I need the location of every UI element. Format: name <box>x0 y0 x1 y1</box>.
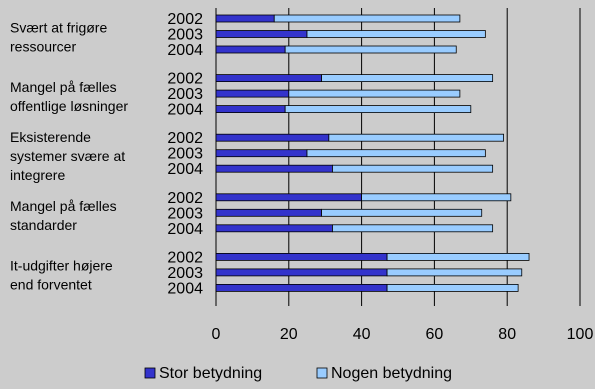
year-label: 2003 <box>167 265 203 282</box>
bar-stor-betydning <box>215 105 286 113</box>
bar-nogen-betydning <box>306 149 486 158</box>
bar-stor-betydning <box>215 193 363 202</box>
year-label: 2002 <box>167 130 203 147</box>
group-label: Svært at frigøre ressourcer <box>10 19 107 54</box>
bar-stor-betydning <box>215 149 308 158</box>
legend-swatch <box>316 367 328 379</box>
bar-stor-betydning <box>215 208 322 217</box>
bar-nogen-betydning <box>321 74 494 82</box>
year-label: 2002 <box>167 11 203 28</box>
legend: Stor betydning Nogen betydning <box>144 365 452 382</box>
bar-nogen-betydning <box>284 45 457 54</box>
group-label: Mangel på fælles offentlige løsninger <box>10 79 128 114</box>
year-label: 2002 <box>167 190 203 207</box>
year-label: 2004 <box>167 280 203 297</box>
x-tick-label: 40 <box>353 326 371 343</box>
x-tick-label: 0 <box>212 326 221 343</box>
bar-stor-betydning <box>215 30 308 38</box>
bar-stor-betydning <box>215 268 388 277</box>
bar-nogen-betydning <box>386 283 519 292</box>
bar-nogen-betydning <box>332 224 494 233</box>
group-label: Mangel på fælles standarder <box>10 198 117 233</box>
bars <box>215 14 530 292</box>
legend-label: Stor betydning <box>159 365 262 382</box>
x-axis: 0 20 40 60 80 100 <box>212 326 594 343</box>
bar-stor-betydning <box>215 133 330 142</box>
bar-nogen-betydning <box>284 105 472 113</box>
x-tick-label: 100 <box>567 326 594 343</box>
bar-nogen-betydning <box>288 89 461 98</box>
bar-stor-betydning <box>215 74 322 82</box>
legend-label: Nogen betydning <box>331 365 452 382</box>
bar-stor-betydning <box>215 164 333 173</box>
year-label: 2004 <box>167 161 203 178</box>
bar-nogen-betydning <box>386 268 523 277</box>
year-label: 2004 <box>167 102 203 119</box>
year-label: 2003 <box>167 27 203 44</box>
year-label: 2002 <box>167 249 203 266</box>
bar-stor-betydning <box>215 14 275 23</box>
bar-stor-betydning <box>215 283 388 292</box>
bar-stor-betydning <box>215 224 333 233</box>
year-label: 2003 <box>167 146 203 163</box>
year-label: 2003 <box>167 205 203 222</box>
year-label: 2002 <box>167 71 203 88</box>
group-label: It-udgifter højere end forventet <box>10 258 113 293</box>
bar-nogen-betydning <box>306 30 486 38</box>
year-label: 2004 <box>167 42 203 59</box>
x-tick-label: 80 <box>498 326 516 343</box>
x-tick-label: 20 <box>280 326 298 343</box>
bar-nogen-betydning <box>328 133 504 142</box>
bar-stor-betydning <box>215 89 290 98</box>
bar-nogen-betydning <box>361 193 512 202</box>
legend-swatch <box>144 367 156 379</box>
bar-nogen-betydning <box>332 164 494 173</box>
bar-stor-betydning <box>215 45 286 54</box>
bar-nogen-betydning <box>386 252 530 261</box>
bar-stor-betydning <box>215 252 388 261</box>
bar-nogen-betydning <box>273 14 461 23</box>
bar-nogen-betydning <box>321 208 483 217</box>
year-label: 2004 <box>167 221 203 238</box>
year-label: 2003 <box>167 86 203 103</box>
x-tick-label: 60 <box>426 326 444 343</box>
group-label: Eksisterende systemer svære at integrere <box>10 129 125 183</box>
